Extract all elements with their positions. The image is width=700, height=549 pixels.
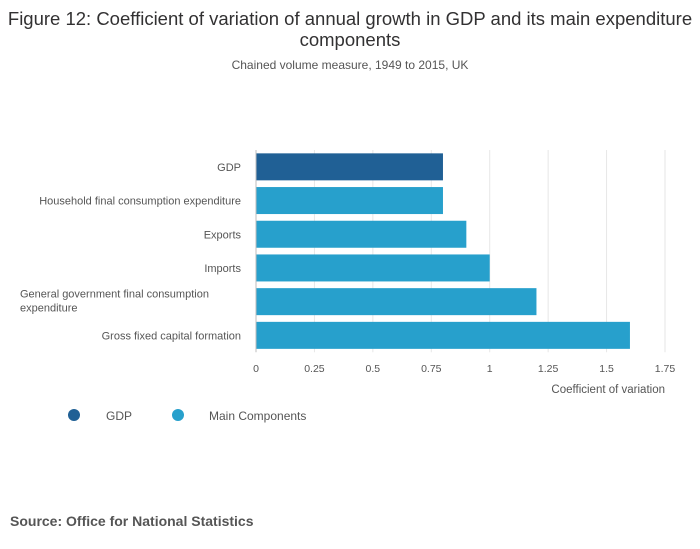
bar bbox=[256, 254, 490, 282]
legend-gdp-marker bbox=[68, 409, 80, 421]
x-tick-label: 0.25 bbox=[304, 363, 325, 375]
category-label: Household final consumption expenditure bbox=[39, 196, 241, 208]
legend-gdp-label: GDP bbox=[106, 409, 133, 423]
x-tick-label: 1 bbox=[487, 363, 493, 375]
legend-components-label: Main Components bbox=[209, 409, 307, 423]
category-label: Gross fixed capital formation bbox=[102, 330, 241, 342]
x-tick-label: 1.25 bbox=[538, 363, 559, 375]
bar bbox=[256, 220, 467, 248]
x-axis-label: Coefficient of variation bbox=[551, 384, 665, 396]
x-tick-label: 1.75 bbox=[655, 363, 676, 375]
bar bbox=[256, 321, 630, 349]
source-note: Source: Office for National Statistics bbox=[10, 513, 254, 529]
category-label: General government final consumption expe… bbox=[20, 289, 209, 315]
category-label: Exports bbox=[204, 229, 242, 241]
x-tick-label: 0.5 bbox=[366, 363, 381, 375]
category-label: Imports bbox=[204, 263, 241, 275]
chart-subtitle: Chained volume measure, 1949 to 2015, UK bbox=[231, 58, 469, 72]
chart-title: Figure 12: Coefficient of variation of a… bbox=[7, 8, 693, 50]
bar bbox=[256, 288, 537, 316]
bar bbox=[256, 187, 443, 215]
x-tick-label: 0 bbox=[253, 363, 259, 375]
bar bbox=[256, 153, 443, 181]
x-tick-label: 0.75 bbox=[421, 363, 442, 375]
category-label: GDP bbox=[217, 162, 241, 174]
x-tick-label: 1.5 bbox=[599, 363, 614, 375]
legend-components-marker bbox=[172, 409, 184, 421]
